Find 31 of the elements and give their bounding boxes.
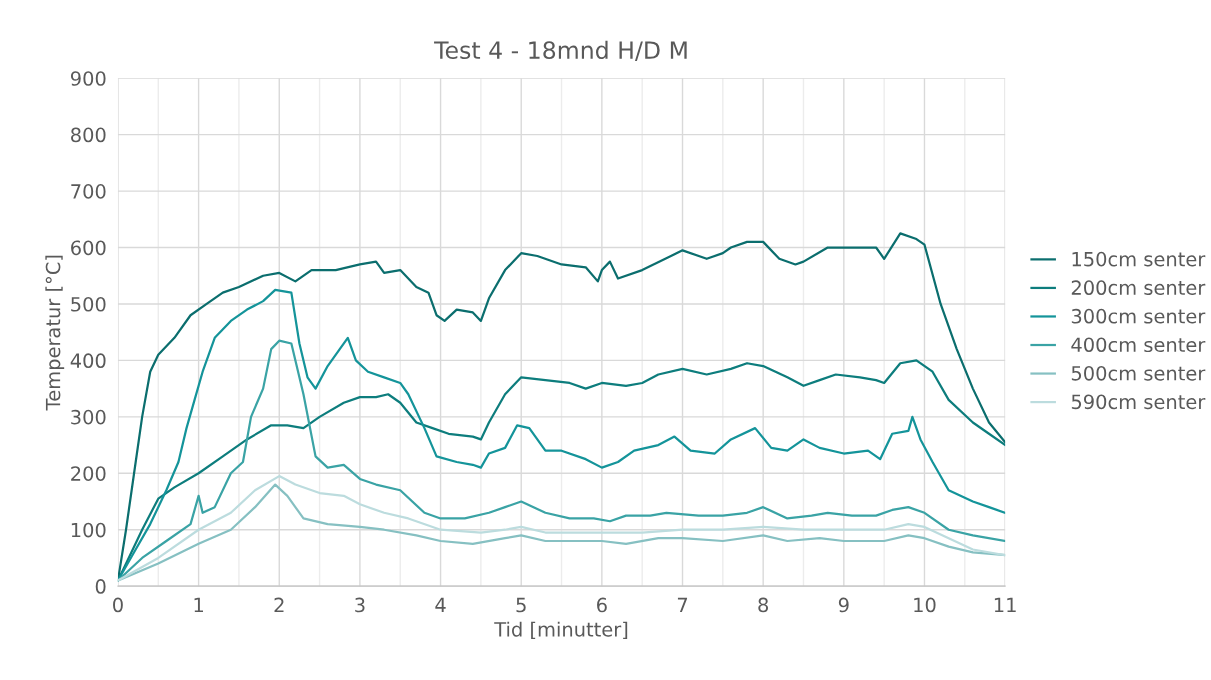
x-tick-label: 4 bbox=[435, 597, 446, 613]
y-tick-label: 0 bbox=[95, 579, 106, 594]
y-axis-title: Temperatur [°C] bbox=[45, 255, 65, 411]
x-tick-label: 2 bbox=[274, 597, 284, 613]
y-tick-label: 100 bbox=[71, 522, 106, 538]
x-tick-label: 10 bbox=[914, 597, 936, 613]
x-tick-label: 7 bbox=[677, 597, 688, 613]
legend-label: 400cm senter bbox=[1071, 337, 1206, 353]
x-tick-label: 1 bbox=[194, 597, 203, 613]
legend-label: 500cm senter bbox=[1071, 365, 1206, 381]
legend-label: 150cm senter bbox=[1072, 251, 1206, 267]
legend-label: 200cm senter bbox=[1071, 280, 1206, 296]
x-tick-label: 5 bbox=[516, 597, 526, 613]
y-tick-label: 200 bbox=[71, 466, 106, 481]
x-tick-label: 9 bbox=[838, 597, 849, 613]
x-tick-label: 0 bbox=[113, 597, 123, 613]
y-tick-label: 500 bbox=[71, 296, 106, 312]
y-tick-label: 300 bbox=[71, 409, 106, 425]
x-axis-title: Tid [minutter] bbox=[494, 621, 628, 639]
legend-label: 300cm senter bbox=[1071, 308, 1206, 324]
x-tick-label: 8 bbox=[758, 597, 769, 613]
y-tick-label: 700 bbox=[71, 184, 106, 199]
y-tick-label: 800 bbox=[71, 127, 106, 143]
y-tick-label: 900 bbox=[70, 71, 106, 86]
x-tick-label: 6 bbox=[597, 597, 607, 613]
legend-label: 590cm senter bbox=[1071, 394, 1206, 410]
x-tick-label: 3 bbox=[355, 597, 365, 613]
y-tick-label: 600 bbox=[71, 240, 106, 256]
y-tick-label: 400 bbox=[70, 353, 106, 369]
chart-title: Test 4 - 18mnd H/D M bbox=[434, 40, 687, 61]
x-tick-label: 11 bbox=[994, 597, 1016, 613]
